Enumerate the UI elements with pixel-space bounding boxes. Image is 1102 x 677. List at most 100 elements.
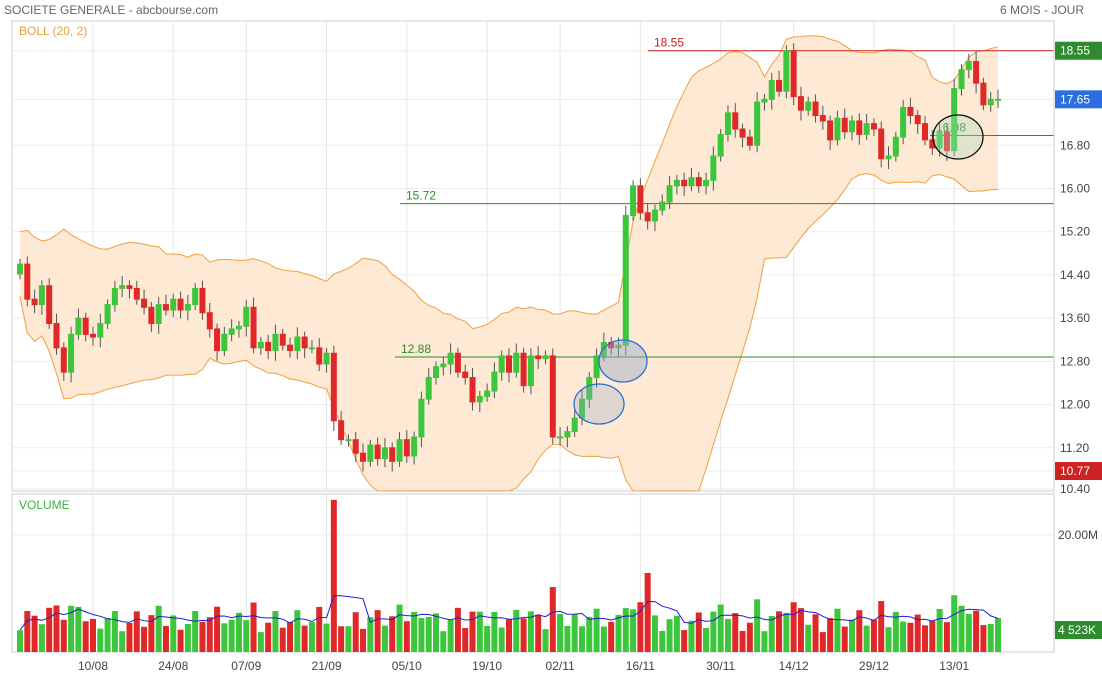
level-label: 12.88 xyxy=(401,342,431,356)
volume-bar xyxy=(724,618,731,652)
level-label: 15.72 xyxy=(406,189,436,203)
candle-body xyxy=(418,398,425,438)
volume-bar xyxy=(440,631,447,652)
volume-bar xyxy=(360,628,367,652)
candle-body xyxy=(279,333,286,346)
candle-body xyxy=(308,347,315,350)
candle-body xyxy=(535,355,542,360)
volume-bar xyxy=(761,631,768,652)
period-label[interactable]: 6 MOIS - JOUR xyxy=(999,3,1084,17)
candle-body xyxy=(849,120,856,133)
candle-body xyxy=(301,336,308,349)
volume-bar xyxy=(338,626,345,652)
candle-body xyxy=(338,420,345,441)
volume-bar xyxy=(411,611,418,652)
volume-bar xyxy=(870,619,877,652)
candle-body xyxy=(250,306,257,349)
candle-body xyxy=(265,341,272,352)
candle-body xyxy=(812,101,819,117)
volume-bar xyxy=(535,614,542,652)
volume-bar xyxy=(308,622,315,652)
candle-body xyxy=(287,344,294,352)
volume-bar xyxy=(46,607,53,652)
volume-bar xyxy=(111,611,118,652)
volume-bar xyxy=(673,615,680,652)
candle-body xyxy=(870,123,877,130)
volume-bar xyxy=(301,625,308,652)
candle-body xyxy=(214,328,221,352)
candle-body xyxy=(622,214,629,346)
candle-body xyxy=(783,50,790,92)
candle-body xyxy=(177,298,184,311)
volume-bar xyxy=(119,631,126,652)
candle-body xyxy=(746,136,753,146)
volume-bar xyxy=(82,621,89,652)
candle-body xyxy=(688,177,695,187)
x-tick-label: 05/10 xyxy=(392,659,422,673)
volume-bar xyxy=(97,628,104,652)
volume-bar xyxy=(506,619,512,652)
volume-bar xyxy=(929,620,936,652)
band-lower xyxy=(19,173,999,492)
candle-body xyxy=(557,436,564,439)
candle-body xyxy=(754,101,761,146)
volume-bar xyxy=(805,624,812,652)
candle-body xyxy=(549,355,556,438)
volume-bar xyxy=(352,612,359,652)
volume-bar xyxy=(608,621,615,652)
x-tick-label: 21/09 xyxy=(312,659,342,673)
volume-bar xyxy=(630,609,637,652)
candle-body xyxy=(294,336,301,352)
volume-last-tag xyxy=(1055,621,1102,639)
candle-body xyxy=(133,287,140,300)
candle-body xyxy=(841,117,848,133)
volume-bar xyxy=(199,621,206,652)
volume-bar xyxy=(695,612,702,652)
candle-body xyxy=(411,436,418,457)
candle-body xyxy=(564,431,571,438)
volume-bar xyxy=(578,626,585,652)
volume-bar xyxy=(586,616,593,652)
volume-bar xyxy=(425,616,432,652)
candle-body xyxy=(900,106,907,138)
volume-bar xyxy=(527,611,534,652)
candle-body xyxy=(498,355,505,373)
candle-body xyxy=(571,417,578,433)
volume-average-line xyxy=(19,595,999,631)
candle-body xyxy=(863,123,870,135)
candle-body xyxy=(24,263,31,300)
candle-body xyxy=(790,50,797,98)
volume-bar xyxy=(345,626,352,652)
volume-bar xyxy=(878,601,885,652)
candle-body xyxy=(330,352,337,422)
candle-body xyxy=(703,179,710,187)
candle-body xyxy=(586,377,593,400)
candle-body xyxy=(936,131,943,149)
candle-body xyxy=(710,155,717,181)
band-upper xyxy=(19,35,999,330)
candle-body xyxy=(527,355,534,387)
price-axis: 18.55 17.65 16.80 16.00 15.20 14.40 13.60 12.80… xyxy=(1053,21,1102,652)
volume-bar xyxy=(965,613,972,652)
volume-bar xyxy=(739,630,746,652)
volume-bar xyxy=(973,610,980,652)
price-tag-label: 10.77 xyxy=(1060,464,1090,478)
volume-bar xyxy=(75,606,82,652)
price-tag xyxy=(1055,462,1102,481)
candle-body xyxy=(542,355,549,360)
candle-body xyxy=(980,82,987,106)
volume-last-label: 4 523K xyxy=(1058,623,1096,637)
candle-body xyxy=(440,363,447,368)
volume-bar xyxy=(177,629,184,652)
candle-body xyxy=(907,106,914,117)
volume-bar xyxy=(484,625,491,652)
candle-body xyxy=(630,185,637,216)
volume-bar xyxy=(206,617,213,652)
volume-bar xyxy=(571,614,578,652)
volume-bar xyxy=(279,627,286,652)
candle-body xyxy=(75,317,82,335)
candle-body xyxy=(659,201,666,211)
candle-body xyxy=(739,128,746,138)
volume-bar xyxy=(849,619,856,652)
